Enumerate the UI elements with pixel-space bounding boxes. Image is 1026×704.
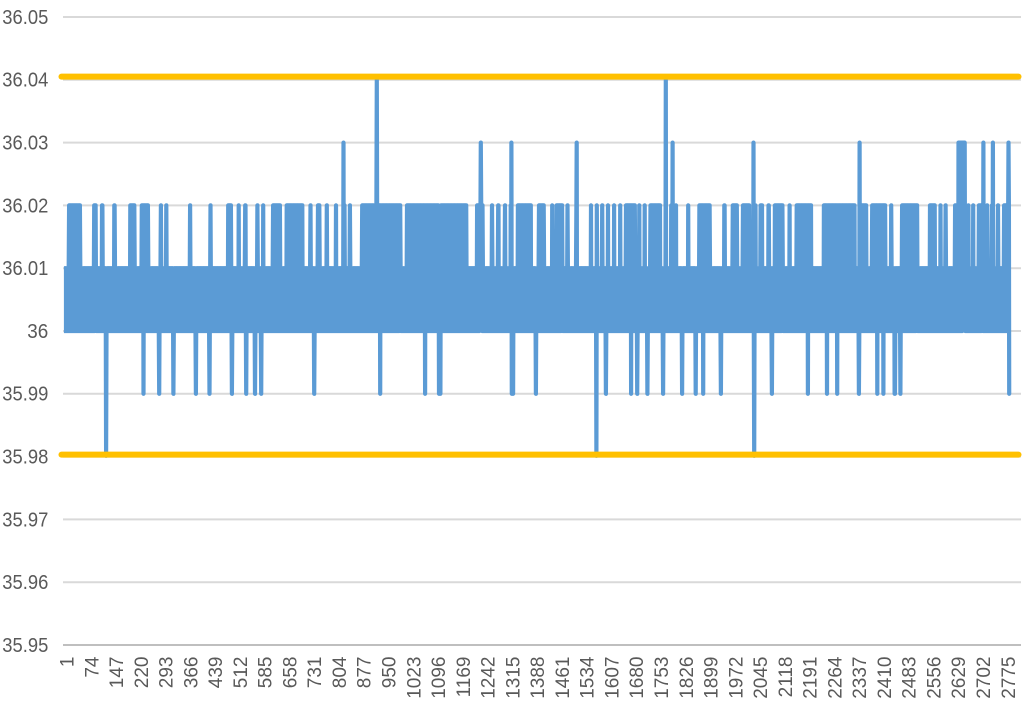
svg-text:2191: 2191 <box>801 657 822 699</box>
svg-text:439: 439 <box>206 657 227 689</box>
svg-text:1680: 1680 <box>627 657 648 699</box>
svg-text:2702: 2702 <box>974 657 995 699</box>
svg-text:1899: 1899 <box>702 657 723 699</box>
svg-text:36.01: 36.01 <box>2 257 48 280</box>
svg-text:1753: 1753 <box>652 657 673 699</box>
svg-text:220: 220 <box>132 657 153 689</box>
svg-text:1: 1 <box>58 657 79 668</box>
svg-text:1388: 1388 <box>528 657 549 699</box>
svg-text:74: 74 <box>82 656 103 678</box>
svg-text:1972: 1972 <box>726 657 747 699</box>
svg-text:1315: 1315 <box>503 657 524 699</box>
svg-text:512: 512 <box>231 657 252 689</box>
svg-text:585: 585 <box>256 657 277 689</box>
svg-text:1169: 1169 <box>454 657 475 698</box>
svg-text:804: 804 <box>330 656 351 688</box>
svg-text:1607: 1607 <box>602 657 623 699</box>
svg-text:2556: 2556 <box>924 657 945 699</box>
svg-text:2629: 2629 <box>949 657 970 699</box>
svg-text:36: 36 <box>27 320 48 343</box>
svg-text:366: 366 <box>181 657 202 689</box>
svg-text:35.97: 35.97 <box>2 508 48 531</box>
svg-text:35.99: 35.99 <box>2 383 48 406</box>
svg-text:2337: 2337 <box>850 657 871 699</box>
svg-text:293: 293 <box>157 657 178 689</box>
svg-text:877: 877 <box>355 657 376 689</box>
svg-text:1023: 1023 <box>404 657 425 699</box>
svg-text:36.02: 36.02 <box>2 194 48 217</box>
svg-text:1242: 1242 <box>479 657 500 699</box>
svg-text:2775: 2775 <box>999 657 1020 699</box>
svg-text:1826: 1826 <box>677 657 698 699</box>
svg-text:950: 950 <box>380 657 401 689</box>
svg-text:2410: 2410 <box>875 657 896 699</box>
svg-text:1096: 1096 <box>429 657 450 699</box>
svg-text:2045: 2045 <box>751 657 772 699</box>
svg-text:1534: 1534 <box>578 656 599 699</box>
svg-text:658: 658 <box>280 657 301 689</box>
svg-text:36.05: 36.05 <box>2 6 48 29</box>
svg-text:36.04: 36.04 <box>2 69 48 92</box>
svg-text:147: 147 <box>107 657 128 689</box>
svg-text:1461: 1461 <box>553 657 574 699</box>
svg-text:2483: 2483 <box>900 657 921 699</box>
svg-text:35.98: 35.98 <box>2 446 48 469</box>
svg-text:2118: 2118 <box>776 657 797 698</box>
svg-text:36.03: 36.03 <box>2 132 48 155</box>
svg-text:35.95: 35.95 <box>2 634 48 657</box>
svg-text:731: 731 <box>305 657 326 689</box>
svg-text:35.96: 35.96 <box>2 571 48 594</box>
svg-text:2264: 2264 <box>825 656 846 699</box>
